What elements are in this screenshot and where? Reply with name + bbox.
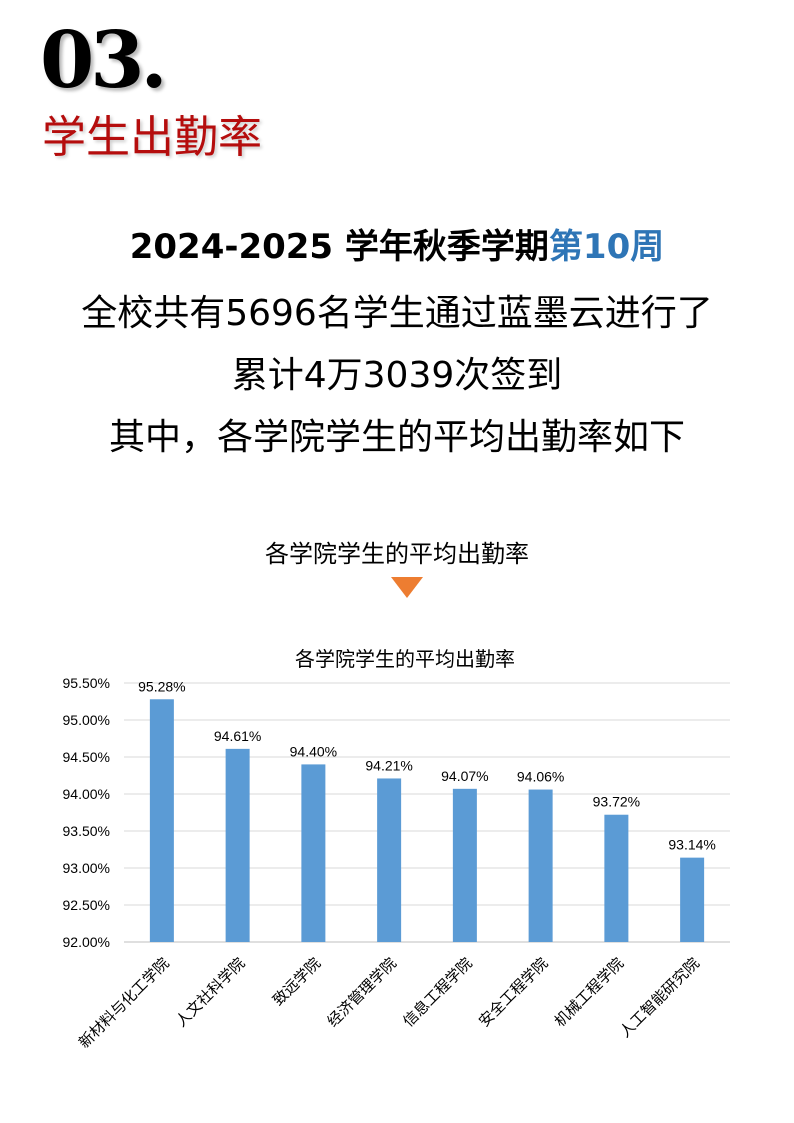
down-arrow-icon (391, 577, 423, 598)
data-label: 94.40% (290, 743, 337, 759)
x-tick-label: 经济管理学院 (324, 954, 400, 1030)
summary-line-4: 其中，各学院学生的平均出勤率如下 (108, 417, 685, 458)
y-tick-label: 94.00% (63, 786, 110, 802)
bar (149, 699, 174, 942)
y-tick-label: 92.50% (63, 897, 110, 913)
x-tick-label: 人文社科学院 (172, 954, 248, 1030)
data-label: 94.07% (441, 768, 488, 784)
y-tick-label: 93.00% (63, 860, 110, 876)
y-tick-label: 94.50% (63, 749, 110, 765)
bar (528, 789, 553, 942)
bar (377, 778, 402, 942)
section-title: 学生出勤率 (42, 112, 262, 163)
data-label: 94.06% (517, 769, 564, 785)
y-tick-label: 93.50% (63, 823, 110, 839)
data-label: 93.14% (668, 837, 715, 853)
bar (452, 788, 477, 942)
x-tick-label: 致远学院 (269, 954, 324, 1009)
x-tick-label: 人工智能研究院 (616, 954, 703, 1041)
bar (680, 857, 705, 942)
term-label: 2024-2025 学年秋季学期 (129, 227, 549, 267)
bar (301, 764, 326, 942)
summary-line-3: 累计4万3039次签到 (231, 355, 563, 396)
bar (604, 814, 629, 942)
data-label: 93.72% (593, 794, 640, 810)
data-label: 94.21% (365, 757, 412, 773)
x-tick-label: 信息工程学院 (399, 954, 475, 1030)
bar (225, 748, 250, 942)
summary-line-1: 2024-2025 学年秋季学期第10周 (0, 230, 794, 264)
x-tick-label: 机械工程学院 (551, 954, 627, 1030)
data-label: 94.61% (214, 728, 261, 744)
x-tick-label: 新材料与化工学院 (75, 954, 173, 1052)
y-tick-label: 92.00% (63, 934, 110, 950)
attendance-bar-chart: 各学院学生的平均出勤率 92.00% 92.50% 93.00% 93.50% 94.00… (63, 647, 730, 1052)
x-tick-label: 安全工程学院 (475, 954, 551, 1030)
section-number: 03. (40, 15, 168, 106)
summary-line-2: 全校共有5696名学生通过蓝墨云进行了 (81, 293, 713, 334)
chart-title: 各学院学生的平均出勤率 (295, 647, 515, 671)
y-tick-label: 95.50% (63, 675, 110, 691)
data-label: 95.28% (138, 678, 185, 694)
y-tick-label: 95.00% (63, 712, 110, 728)
week-label: 第10周 (548, 227, 665, 267)
chart-heading: 各学院学生的平均出勤率 (265, 540, 529, 568)
